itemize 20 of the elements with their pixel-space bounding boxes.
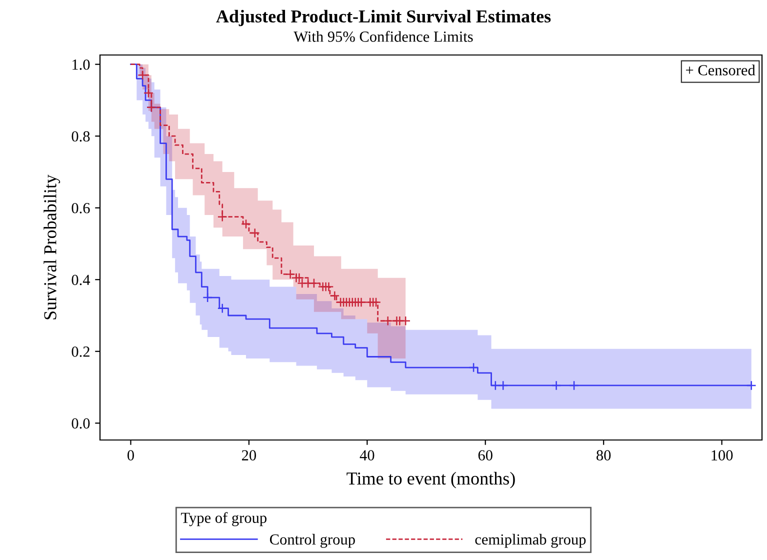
chart-subtitle: With 95% Confidence Limits [294, 30, 473, 42]
x-tick-label: 100 [712, 450, 733, 460]
y-tick-label: 0.0 [72, 418, 90, 429]
x-tick-label: 0 [128, 450, 134, 460]
x-tick-label: 80 [596, 450, 611, 460]
y-tick-label: 1.0 [72, 59, 90, 70]
legend-label: Control group [270, 534, 355, 548]
chart-title: Adjusted Product-Limit Survival Estimates [216, 10, 551, 26]
legend-label: cemiplimab group [475, 534, 586, 548]
x-tick-label: 20 [242, 450, 256, 460]
y-axis-title: Survival Probability [44, 174, 60, 320]
legend-title: Type of group [181, 512, 266, 526]
annotation: + Censored [686, 64, 756, 76]
x-tick-label: 40 [360, 450, 374, 460]
y-tick-label: 0.2 [72, 346, 90, 357]
y-tick-label: 0.8 [72, 131, 90, 142]
y-tick-label: 0.6 [72, 202, 90, 214]
x-axis-title: Time to event (months) [346, 472, 515, 488]
x-tick-label: 60 [478, 450, 492, 460]
y-tick-label: 0.4 [72, 274, 90, 286]
